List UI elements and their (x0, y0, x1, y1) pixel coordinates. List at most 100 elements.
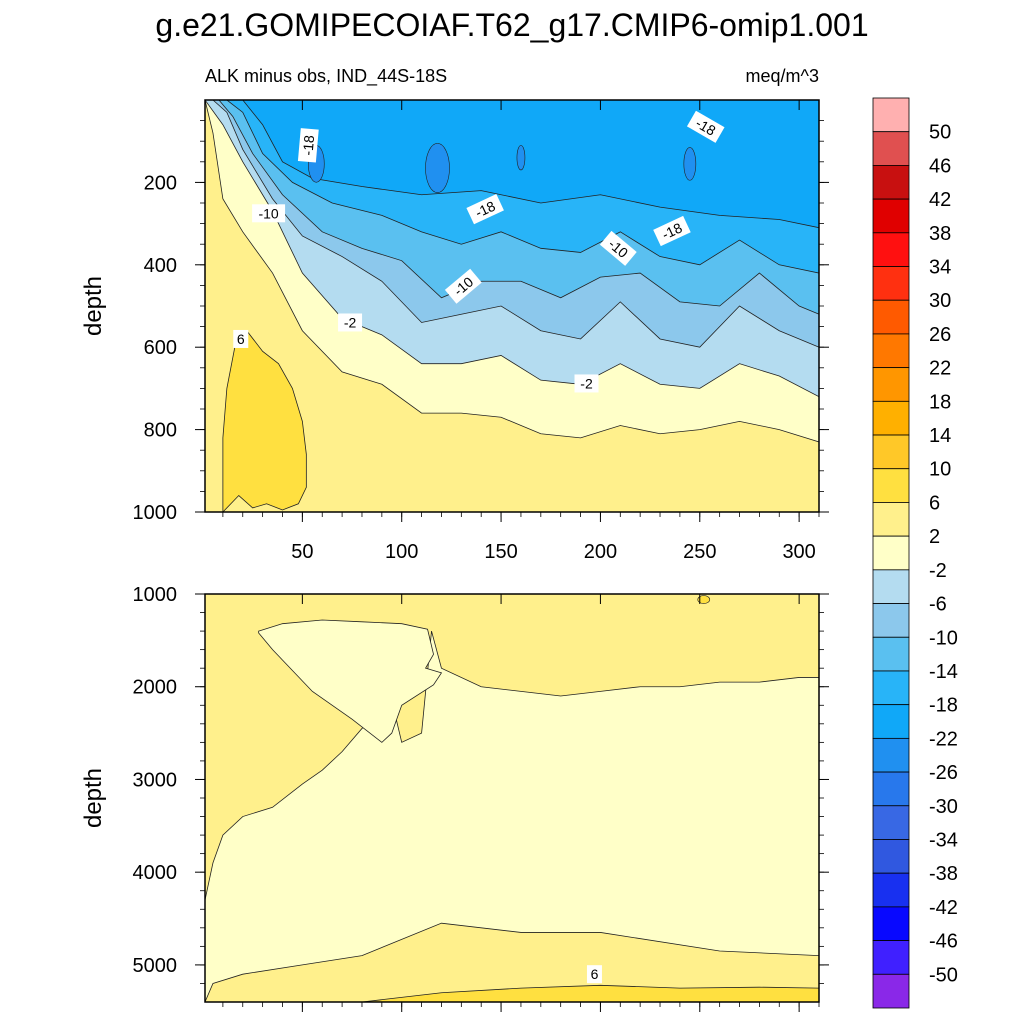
colorbar-swatch (872, 670, 910, 706)
contour-label-bg (297, 128, 319, 163)
bottom-panel: 1000 2000 3000 4000 5000 6 depth (80, 584, 829, 1012)
top-y-axis-label: depth (80, 276, 107, 336)
colorbar-swatch (872, 232, 910, 267)
contour-label: -18 (466, 194, 504, 225)
bottom-contour-labels: 6 (586, 965, 602, 984)
colorbar-swatch (872, 737, 910, 773)
colorbar-label: 18 (929, 391, 951, 413)
contour-label-bg (252, 204, 286, 223)
bottom-ytick-label: 1000 (133, 584, 178, 606)
subtitle-right: meq/m^3 (746, 66, 819, 86)
bottom-ytick-label: 4000 (133, 862, 178, 884)
top-ytick-label: 200 (144, 172, 177, 194)
bottom-ytick-label: 2000 (133, 677, 178, 699)
bottom-ytick-label: 5000 (133, 955, 178, 977)
fill-blob-neg22-2 (683, 147, 697, 181)
fill-level-6 (222, 330, 307, 512)
contour-label: -2 (574, 374, 599, 393)
colorbar-label: 22 (929, 358, 951, 380)
top-axis-ticks: 50 100 150 200 250 300 200 400 600 800 1000 (133, 100, 829, 563)
contour-label-text: -2 (580, 375, 593, 391)
top-ytick-label: 1000 (133, 502, 178, 524)
colorbar-label: -46 (929, 931, 958, 953)
colorbar-label: -6 (929, 594, 947, 616)
colorbar-label: 42 (929, 189, 951, 211)
colorbar-label: -22 (929, 728, 958, 750)
fill-blob-neg22-3 (516, 145, 526, 171)
colorbar-swatch (872, 805, 910, 840)
colorbar-label: -34 (929, 829, 958, 851)
top-xtick-label: 150 (484, 541, 517, 563)
top-panel: 50 100 150 200 250 300 200 400 600 800 1000 -18 -18… (80, 99, 829, 563)
colorbar-swatch (872, 502, 910, 537)
top-ytick-label: 600 (144, 337, 177, 359)
bottom-fill-level-6 (361, 984, 819, 1002)
colorbar-label: -38 (929, 863, 958, 885)
contour-label-bg (233, 329, 249, 348)
colorbar-swatch (872, 165, 910, 200)
colorbar-label: 50 (929, 122, 951, 144)
colorbar-swatch (872, 839, 910, 874)
bottom-fill-lobe-neg2 (258, 619, 443, 743)
colorbar-swatch (872, 367, 910, 402)
colorbar-label: 34 (929, 257, 951, 279)
colorbar-label: -2 (929, 560, 947, 582)
fill-blob-neg22-1 (425, 143, 450, 193)
top-xtick-label: 250 (683, 541, 716, 563)
bottom-fill-level-neg2 (205, 630, 819, 1002)
colorbar-label: 6 (929, 492, 940, 514)
colorbar-label: -18 (929, 695, 958, 717)
top-xtick-label: 300 (782, 541, 815, 563)
colorbar-label: 38 (929, 223, 951, 245)
colorbar-label: -10 (929, 627, 958, 649)
colorbar-label: -14 (929, 661, 958, 683)
contour-label-text: -18 (473, 198, 498, 221)
contour-label-bg (586, 965, 602, 984)
colorbar-swatch (872, 333, 910, 369)
colorbar-swatch (872, 468, 910, 503)
colorbar: 50 46 42 38 34 30 26 22 18 14 10 6 2 -2 -6 -10 -14 -18 -22… (872, 97, 958, 1009)
contour-label: -2 (338, 313, 363, 332)
colorbar-label: -50 (929, 964, 958, 986)
contour-label-bg (686, 110, 725, 143)
contour-label: -10 (252, 204, 286, 223)
top-xtick-label: 100 (385, 541, 418, 563)
top-ytick-label: 800 (144, 420, 177, 442)
chart-title: g.e21.GOMIPECOIAF.T62_g17.CMIP6-omip1.00… (155, 7, 868, 43)
contour-label-text: -18 (659, 219, 684, 242)
bottom-contour-fills (205, 594, 819, 1002)
colorbar-label: -30 (929, 796, 958, 818)
contour-label-text: 6 (237, 331, 245, 347)
colorbar-label: -26 (929, 762, 958, 784)
colorbar-label: 30 (929, 290, 951, 312)
colorbar-label: 26 (929, 324, 951, 346)
contour-label: 6 (586, 965, 602, 984)
colorbar-swatch (872, 299, 910, 335)
colorbar-label: 14 (929, 425, 951, 447)
colorbar-swatch (872, 97, 910, 133)
colorbar-swatch (872, 400, 910, 436)
colorbar-swatch (872, 906, 910, 941)
colorbar-swatch (872, 198, 910, 234)
colorbar-swatch (872, 771, 910, 807)
colorbar-label: 10 (929, 459, 951, 481)
colorbar-label: -42 (929, 897, 958, 919)
colorbar-swatch (872, 704, 910, 739)
fill-band--18 (242, 100, 819, 229)
contour-label-text: -2 (344, 314, 357, 330)
colorbar-swatch (872, 535, 910, 571)
bottom-axis-ticks: 1000 2000 3000 4000 5000 (133, 584, 829, 1012)
colorbar-swatch (872, 266, 910, 301)
top-xtick-label: 200 (584, 541, 617, 563)
contour-label-text: -10 (258, 205, 278, 221)
colorbar-swatch (872, 940, 910, 975)
colorbar-swatch (872, 973, 910, 1009)
colorbar-swatch (872, 569, 910, 604)
contour-label-bg (574, 374, 599, 393)
top-xtick-label: 50 (291, 541, 313, 563)
colorbar-swatch (872, 636, 910, 672)
subtitle-left: ALK minus obs, IND_44S-18S (205, 66, 447, 87)
contour-label-bg (466, 194, 504, 225)
contour-label-text: -18 (299, 134, 317, 156)
